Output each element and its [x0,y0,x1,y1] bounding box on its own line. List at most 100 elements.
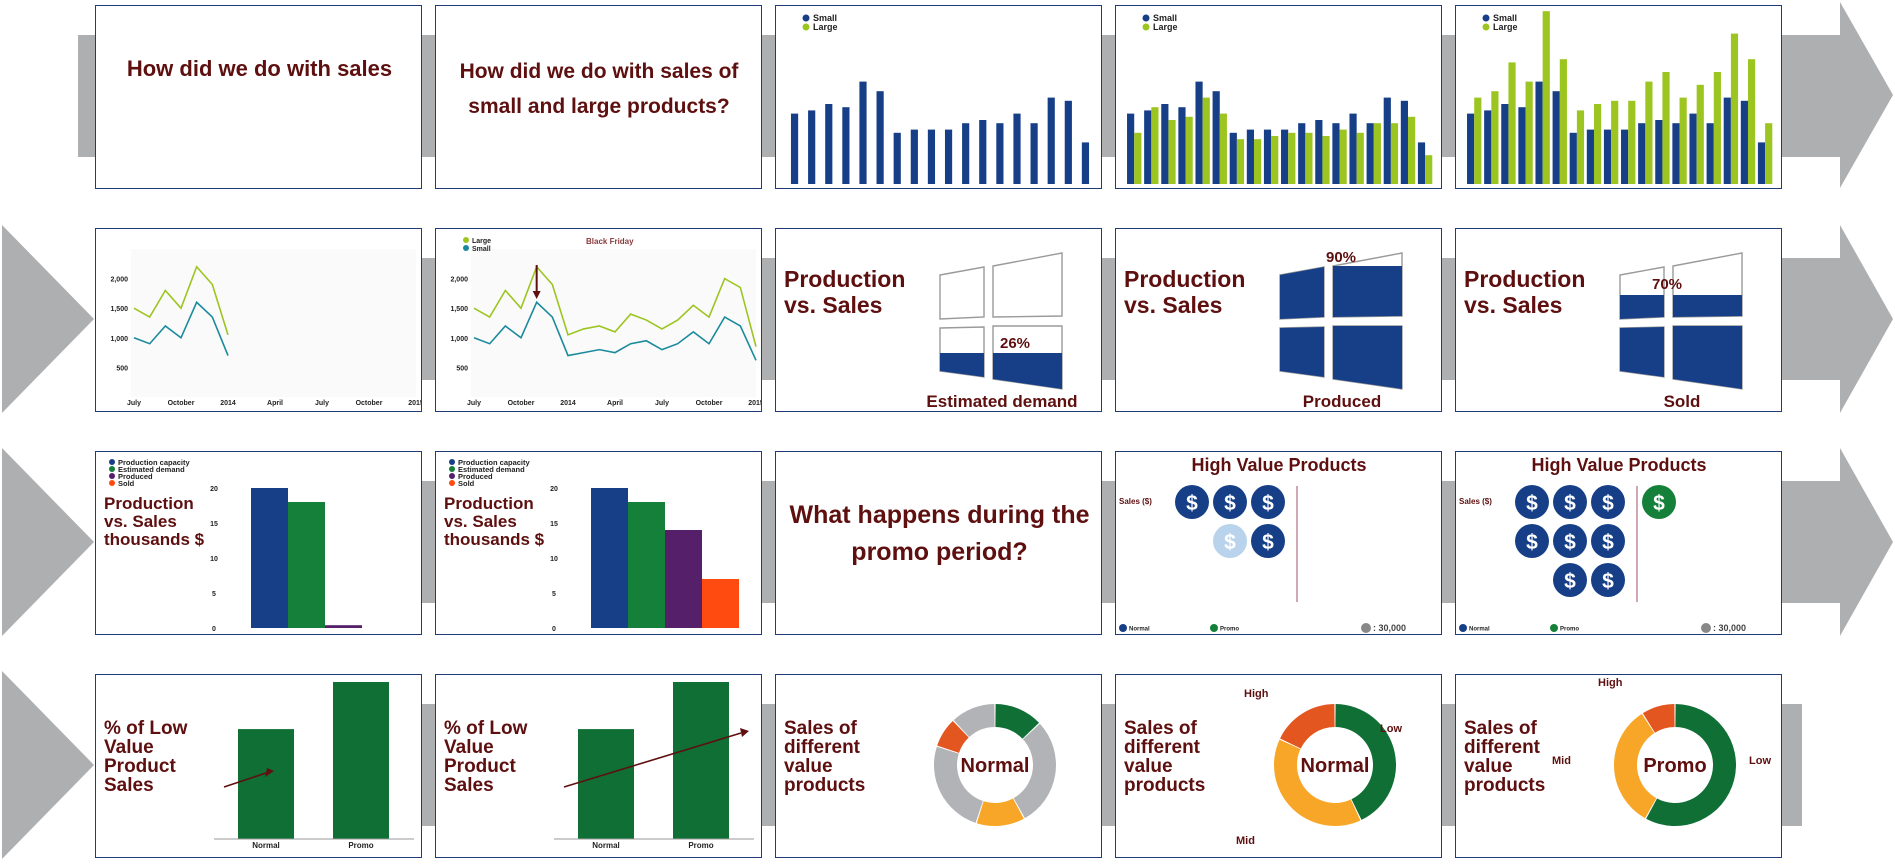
legend-label-promo: Promo [1560,627,1579,633]
plot-area [471,249,756,397]
flow-connector [1440,481,1458,603]
x-tick-label: July [467,400,481,407]
x-tick-label: 2014 [560,400,576,407]
flow-arrow-start [2,225,94,413]
panel-row2-1: 2,000 1,500 1,000 500 July October 2014 April Ju… [95,228,422,412]
bar-small [1127,113,1135,184]
plot-area [131,249,416,397]
y-tick-label: 15 [210,521,218,528]
legend-marker [109,459,115,465]
legend-label-normal: Normal [1469,627,1490,633]
panel-row2-2: 2,000 1,500 1,000 500 July October 2014 April Ju… [435,228,762,412]
y-tick-label: 500 [116,365,128,372]
coin-symbol: $ [1224,531,1236,554]
coin-normal [1175,485,1209,519]
percent-label: 70% [1652,276,1682,293]
panel-row4-2: % of Low Value Product Sales Normal Promo [435,674,762,858]
bar-large [1508,62,1516,184]
donut-slice-mid [1274,739,1361,826]
panel-title-line: products [1124,775,1205,796]
sales-line-chart: 2,000 1,500 1,000 500 July October 2014 April Ju… [110,249,421,407]
donut-center-label: Normal [1301,755,1370,777]
bar-large [1611,100,1619,184]
bar-small [1655,120,1663,184]
bar-small [1246,129,1254,184]
bar-large [1134,132,1142,184]
bar-small [1621,129,1629,184]
legend-marker-large [1142,23,1150,31]
flow-bar-end [1780,704,1802,826]
coin-normal [1553,524,1587,558]
bar-small [1195,81,1203,184]
bar-small [825,104,833,184]
caption: Sold [1664,392,1701,411]
donut-slice-grey3 [953,704,995,738]
flow-connector [1100,704,1118,826]
panel-title-line2: vs. Sales [784,292,882,318]
window-fill [1280,267,1324,319]
bar-production-capacity [591,488,628,628]
y-tick-label: 1,000 [450,336,468,343]
coin-normal [1251,485,1285,519]
high-value-products-coins: High Value Products Sales ($) $ $ $ $ $ $ $ $ $ Nor… [1459,455,1746,633]
coin-normal [1515,485,1549,519]
bar-small [1064,100,1072,184]
donut-slice-high [937,720,969,753]
flow-arrow-end [1780,2,1893,188]
window-pane-outline [992,252,1063,318]
coin-symbol: $ [1526,531,1538,554]
y-tick-label: 5 [552,591,556,598]
bar-estimated-demand [288,502,325,628]
flow-connector [760,258,778,380]
panel-title-line: Product [444,756,516,777]
panel-title-line: Value [104,737,154,758]
panel-row3-3: What happens during the promo period? [775,451,1102,635]
line-small [473,300,757,361]
panel-title-line: thousands $ [104,530,205,549]
panel-title-line: Production [444,494,534,513]
x-tick-label: Normal [592,841,620,850]
bar-large [1628,100,1636,184]
bar-small [1229,132,1237,184]
line-large [133,265,229,336]
bar-small [1332,123,1340,184]
panel-title-line: % of Low [444,718,528,739]
axis-label: Sales ($) [1459,497,1492,506]
panel-title: What happens during the promo period? [789,501,1090,566]
panel-title-line1: Production [1464,266,1585,292]
x-tick-label: October [356,400,383,407]
coin-normal [1213,485,1247,519]
bar-small [944,129,953,184]
flow-connector [1440,258,1458,380]
flow-arrow-end [1780,448,1893,636]
panel-title-line: Production [104,494,194,513]
flow-connector [760,481,778,603]
coin-symbol: $ [1564,492,1576,515]
bar-small [1349,113,1357,184]
bar-normal [578,729,634,839]
bar-sold [702,579,739,628]
y-tick-label: 0 [212,626,216,633]
bar-small [1178,107,1186,184]
bar-large [1696,84,1704,184]
bar-small [1047,97,1055,184]
coin-normal [1251,524,1285,558]
donut-slice-low [995,704,1040,739]
donut-slice-label: Low [1749,755,1771,767]
panel-row4-3: Sales of different value products Normal [775,674,1102,858]
window-fill [1620,295,1664,319]
panel-title: High Value Products [1191,455,1366,475]
donut-slice-low [1646,704,1736,826]
donut-center-label: Normal [961,755,1030,777]
legend-marker-large [1482,23,1490,31]
flow-connector [1100,258,1118,380]
panel-row2-5: Production vs. Sales Sold 70% [1455,228,1782,412]
bar-small [1672,123,1680,184]
percent-label: 26% [1000,335,1030,352]
flow-connector [760,704,778,826]
legend-label-normal: Normal [1129,627,1150,633]
panel-title-line1: Production [1124,266,1245,292]
